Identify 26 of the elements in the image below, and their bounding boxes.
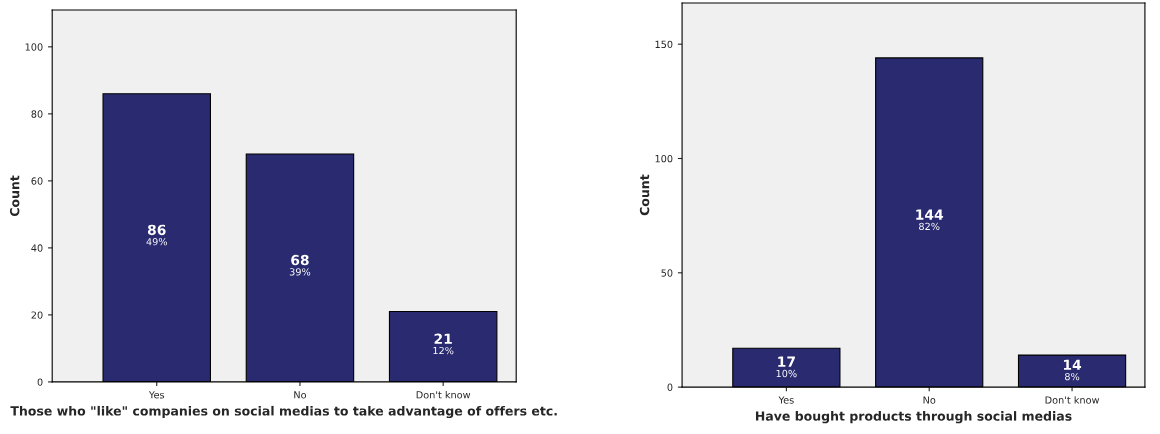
y-tick-label: 0: [667, 383, 673, 391]
y-axis-title: Count: [9, 175, 20, 217]
y-tick-label: 80: [31, 110, 43, 118]
data-label: 144 82%: [916, 209, 944, 231]
x-tick-label: Don't know: [1045, 396, 1100, 404]
y-tick-label: 60: [31, 177, 43, 185]
data-label: 86 49%: [146, 224, 168, 246]
y-tick-label: 20: [31, 311, 43, 319]
x-tick-label: No: [923, 396, 936, 404]
y-tick-label: 50: [661, 269, 673, 277]
data-label: 68 39%: [289, 254, 311, 276]
data-label: 21 12%: [433, 333, 454, 355]
x-tick-label: Yes: [148, 391, 165, 399]
y-tick-label: 100: [25, 43, 43, 51]
y-tick-label: 0: [37, 378, 43, 386]
x-axis-title: Have bought products through social medias: [755, 411, 1072, 424]
data-label: 17 10%: [776, 356, 797, 378]
y-axis-title: Count: [639, 174, 650, 216]
y-tick-label: 100: [655, 154, 673, 163]
y-tick-label: 150: [655, 40, 673, 49]
y-tick-label: 40: [31, 244, 43, 252]
x-axis-title: Those who "like" companies on social medias to take advantage of offers etc.: [10, 405, 557, 419]
x-tick-label: Don't know: [416, 390, 471, 399]
data-label: 14 8%: [1063, 359, 1082, 381]
x-tick-label: No: [294, 391, 307, 399]
x-tick-label: Yes: [778, 396, 794, 404]
